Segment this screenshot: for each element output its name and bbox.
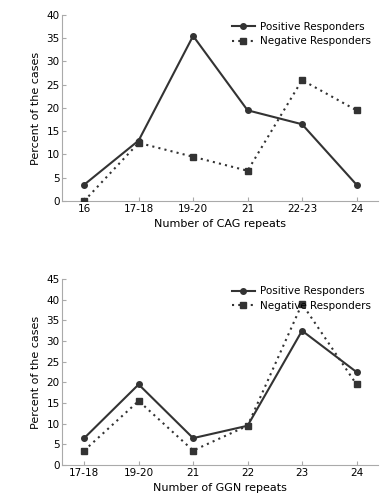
Positive Responders: [245, 422, 250, 428]
Y-axis label: Percent of the cases: Percent of the cases: [31, 316, 41, 428]
Legend: Positive Responders, Negative Responders: Positive Responders, Negative Responders: [230, 20, 373, 48]
Positive Responders: [300, 328, 304, 334]
Positive Responders: [136, 138, 141, 143]
Line: Negative Responders: Negative Responders: [82, 301, 359, 454]
Negative Responders: [354, 382, 359, 388]
Negative Responders: [191, 154, 195, 160]
Negative Responders: [245, 422, 250, 428]
Negative Responders: [136, 140, 141, 146]
Positive Responders: [354, 369, 359, 375]
Line: Negative Responders: Negative Responders: [82, 78, 359, 204]
Negative Responders: [191, 448, 195, 454]
Positive Responders: [354, 182, 359, 188]
Negative Responders: [82, 448, 87, 454]
Positive Responders: [82, 182, 87, 188]
Positive Responders: [191, 33, 195, 39]
Negative Responders: [354, 108, 359, 114]
Line: Positive Responders: Positive Responders: [82, 33, 359, 188]
Negative Responders: [300, 301, 304, 307]
Negative Responders: [300, 77, 304, 83]
Negative Responders: [245, 168, 250, 173]
Negative Responders: [136, 398, 141, 404]
X-axis label: Number of GGN repeats: Number of GGN repeats: [153, 484, 287, 494]
Legend: Positive Responders, Negative Responders: Positive Responders, Negative Responders: [230, 284, 373, 312]
Y-axis label: Percent of the cases: Percent of the cases: [31, 52, 41, 164]
Positive Responders: [245, 108, 250, 114]
Positive Responders: [191, 435, 195, 441]
Line: Positive Responders: Positive Responders: [82, 328, 359, 441]
Positive Responders: [300, 121, 304, 127]
Positive Responders: [82, 435, 87, 441]
Negative Responders: [82, 198, 87, 204]
X-axis label: Number of CAG repeats: Number of CAG repeats: [154, 220, 286, 230]
Positive Responders: [136, 382, 141, 388]
